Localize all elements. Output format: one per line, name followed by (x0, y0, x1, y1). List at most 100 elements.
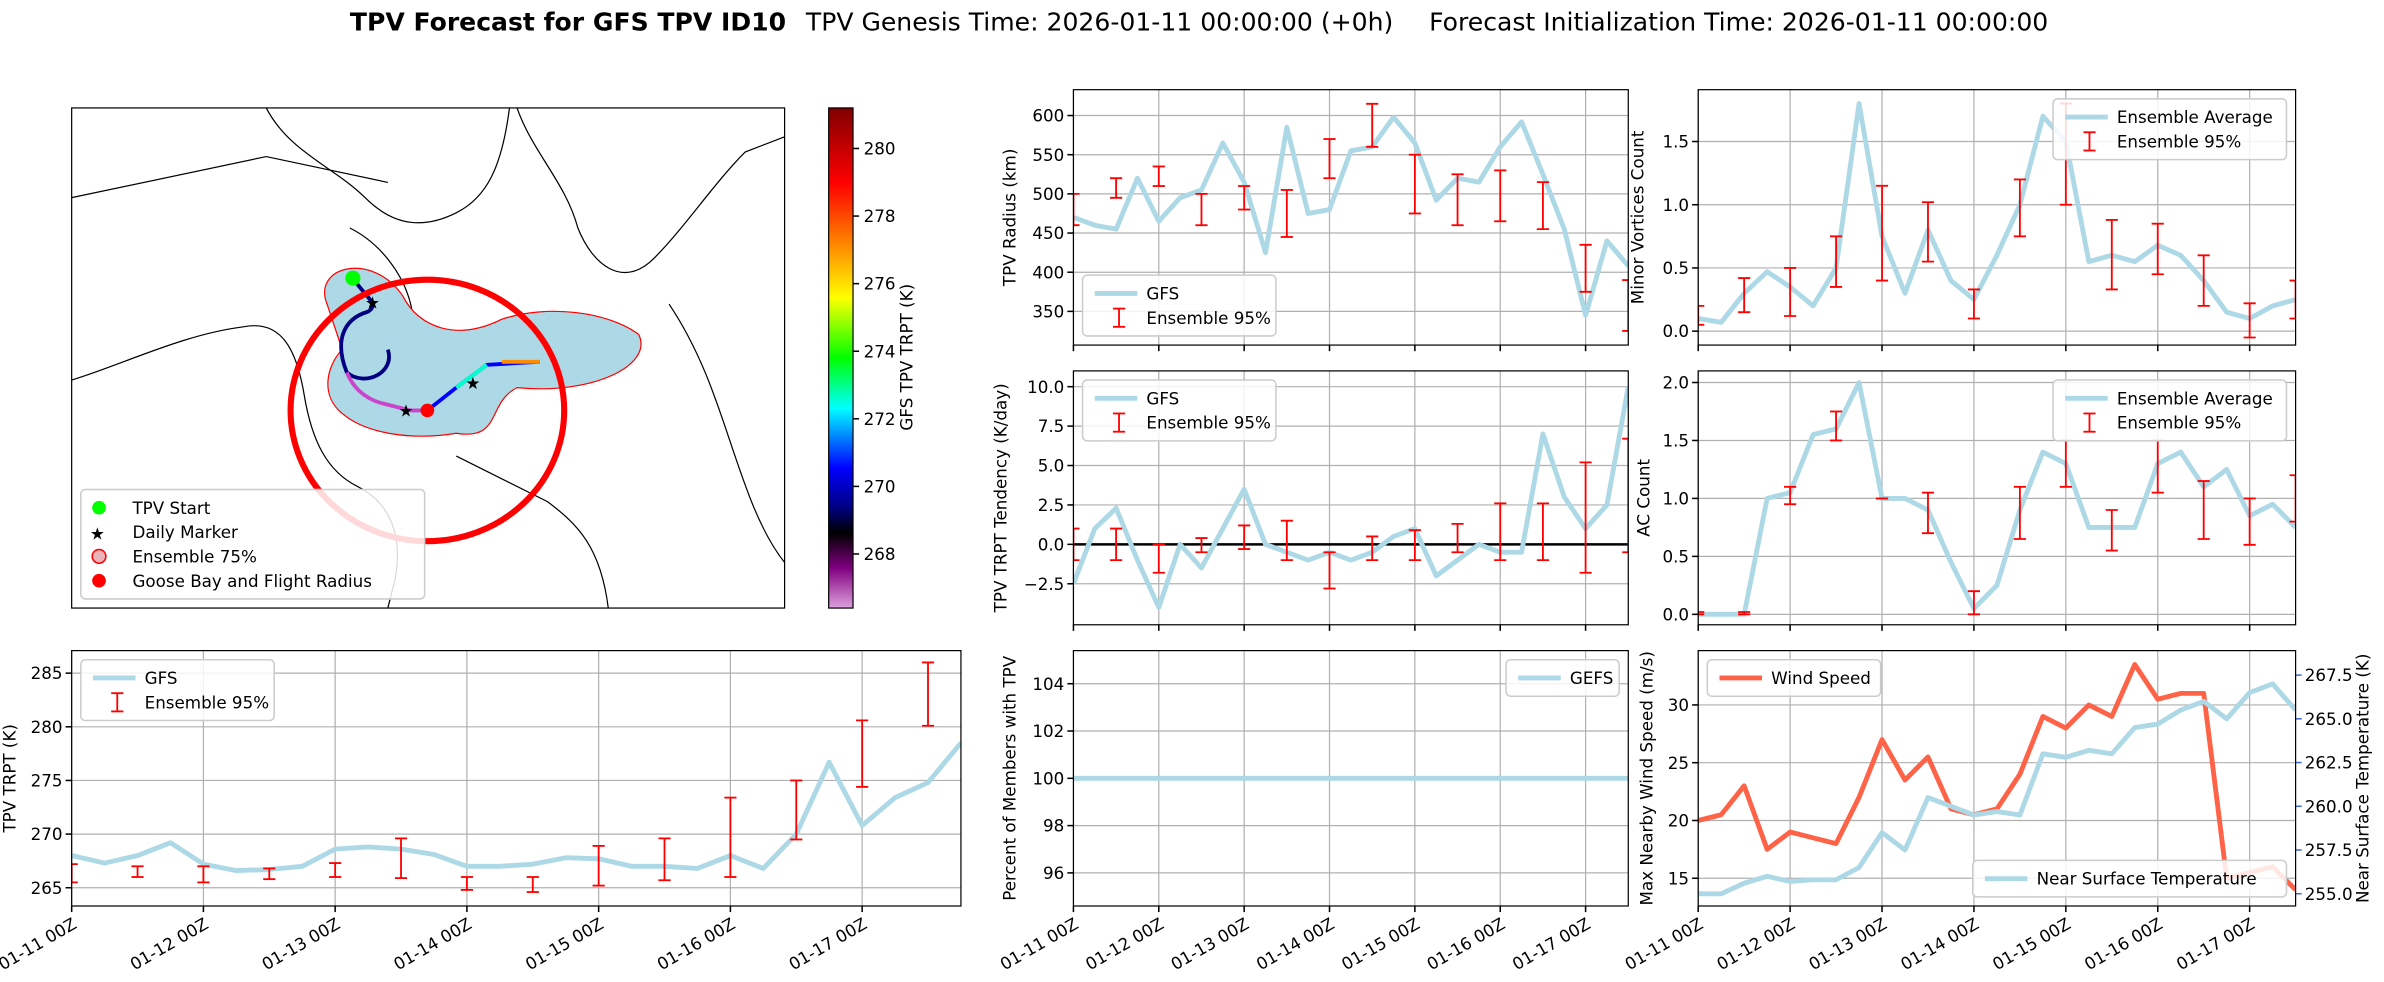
y-tick-label: 267.5 (2305, 665, 2353, 685)
legend-box (1081, 274, 1277, 337)
x-tick-label: 01-11 00Z (996, 913, 1081, 974)
y-tick-label: 0.0 (1662, 604, 1689, 624)
colorbar-tick-label: 278 (864, 206, 896, 226)
legend-label: Near Surface Temperature (2037, 869, 2257, 889)
colorbar-tick-label: 270 (864, 476, 896, 496)
y-tick-label: 257.5 (2305, 840, 2353, 860)
colorbar-tick-label: 280 (864, 139, 896, 159)
y-tick-label: −2.5 (1024, 574, 1065, 594)
plot-frame (1697, 370, 2297, 626)
y-tick-label: 1.0 (1662, 195, 1689, 215)
legend-box (1971, 859, 2288, 898)
x-tick-label: 01-13 00Z (1805, 913, 1890, 974)
legend-label: Daily Marker (132, 522, 238, 542)
legend-marker (91, 548, 107, 564)
plot-frame (1072, 370, 1629, 626)
x-tick-label: 01-11 00Z (0, 913, 80, 974)
x-tick-label: 01-15 00Z (522, 913, 607, 974)
y-tick-label: 265 (31, 878, 63, 898)
y-axis-label: TPV TRPT (K) (0, 724, 19, 834)
legend-label: Ensemble Average (2117, 388, 2273, 408)
y-tick-label: 275 (31, 771, 63, 791)
line-series (1698, 681, 2296, 897)
x-tick-label: 01-12 00Z (1713, 913, 1798, 974)
x-tick-label: 01-16 00Z (2081, 913, 2166, 974)
x-tick-label: 01-17 00Z (2173, 913, 2258, 974)
y-tick-label: 102 (1032, 721, 1064, 741)
y-axis-label: TPV Radius (km) (1000, 149, 1020, 287)
x-tick-label: 01-15 00Z (1989, 913, 2074, 974)
y-tick-label: 96 (1043, 863, 1064, 883)
legend-label: Ensemble 95% (145, 692, 269, 712)
plot-frame (1697, 89, 2297, 346)
legend-label: Wind Speed (1771, 668, 1871, 688)
plot-frame (71, 650, 962, 907)
colorbar-tick-label: 272 (864, 409, 896, 429)
title-genesis: TPV Genesis Time: 2026-01-11 00:00:00 (+… (805, 7, 1393, 36)
y-tick-label: 0.5 (1662, 258, 1689, 278)
y-tick-label: 2.5 (1038, 495, 1065, 515)
x-tick-label: 01-15 00Z (1338, 913, 1423, 974)
y-tick-label: 0.0 (1038, 534, 1065, 554)
legend-label: Ensemble 95% (1146, 413, 1270, 433)
legend-label: GFS (1146, 283, 1179, 303)
y-tick-label: 280 (31, 717, 63, 737)
line-series (1698, 662, 2296, 892)
legend-box (1505, 658, 1620, 697)
y-tick-label: 5.0 (1038, 456, 1065, 476)
y-tick-label: 1.0 (1662, 489, 1689, 509)
y-tick-label: 7.5 (1038, 416, 1065, 436)
legend-label: Ensemble Average (2117, 107, 2273, 127)
x-tick-label: 01-14 00Z (1897, 913, 1982, 974)
legend-box (2052, 379, 2288, 442)
x-tick-label: 01-11 00Z (1621, 913, 1706, 974)
legend-box (80, 488, 426, 600)
y-tick-label: 270 (31, 824, 63, 844)
x-tick-label: 01-14 00Z (1253, 913, 1338, 974)
legend-marker (92, 573, 106, 588)
x-tick-label: 01-17 00Z (1509, 913, 1594, 974)
title-main: TPV Forecast for GFS TPV ID10 (350, 7, 786, 36)
y-tick-label: 550 (1032, 145, 1064, 165)
y-tick-label: 0.5 (1662, 546, 1689, 566)
y-tick-label: 350 (1032, 301, 1064, 321)
y-axis-label: Minor Vortices Count (1627, 130, 1647, 304)
legend-label: TPV Start (131, 498, 210, 518)
x-tick-label: 01-12 00Z (1082, 913, 1167, 974)
y-tick-label: 15 (1668, 868, 1689, 888)
y-tick-label: 2.0 (1662, 373, 1689, 393)
x-tick-label: 01-14 00Z (390, 913, 475, 974)
plot-frame (1072, 650, 1629, 907)
y-tick-label: 10.0 (1027, 377, 1064, 397)
y-tick-label: 30 (1668, 695, 1689, 715)
x-tick-label: 01-12 00Z (126, 913, 211, 974)
svg-text:★: ★ (465, 373, 480, 393)
line-series (1073, 114, 1629, 318)
legend-box (80, 658, 275, 722)
colorbar-tick-label: 268 (864, 544, 896, 564)
y-axis-label: Percent of Members with TPV (1000, 655, 1020, 901)
x-tick-label: 01-16 00Z (653, 913, 738, 974)
legend-label: Ensemble 95% (1146, 308, 1270, 328)
y-tick-label: 1.5 (1662, 132, 1689, 152)
legend-label: Ensemble 95% (2117, 131, 2241, 151)
legend-label: GFS (1146, 388, 1179, 408)
y2-axis-label: Near Surface Temperature (K) (2353, 654, 2373, 903)
y-tick-label: 262.5 (2305, 753, 2353, 773)
colorbar (828, 107, 854, 609)
svg-text:★: ★ (365, 293, 380, 313)
y-tick-label: 450 (1032, 223, 1064, 243)
x-tick-label: 01-16 00Z (1423, 913, 1508, 974)
y-tick-label: 1.5 (1662, 431, 1689, 451)
y-axis-label: Max Nearby Wind Speed (m/s) (1637, 651, 1657, 905)
title-init: Forecast Initialization Time: 2026-01-11… (1429, 7, 2048, 36)
y-tick-label: 600 (1032, 106, 1064, 126)
line-series (1073, 386, 1629, 610)
y-tick-label: 20 (1668, 811, 1689, 831)
legend-label: Ensemble 75% (132, 546, 256, 566)
legend-label: GEFS (1570, 668, 1613, 688)
y-axis-label: TPV TRPT Tendency (K/day) (991, 383, 1011, 613)
legend-box (1706, 658, 1882, 697)
